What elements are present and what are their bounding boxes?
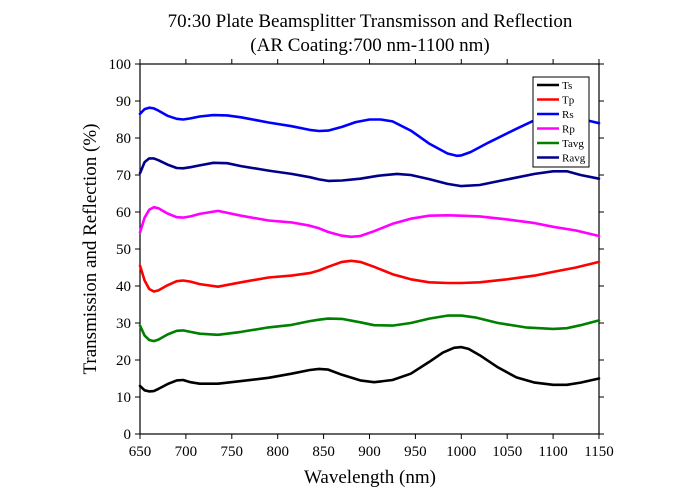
series-line-tavg [138, 314, 601, 343]
y-tick-label: 10 [116, 390, 131, 406]
x-tick-label: 1000 [446, 444, 476, 460]
series-line-ts [138, 345, 601, 393]
x-axis-label: Wavelength (nm) [304, 467, 436, 488]
legend-label: Tavg [562, 138, 584, 150]
legend-label: Ravg [562, 153, 586, 165]
series-line-rp [138, 205, 601, 239]
y-tick-label: 60 [116, 205, 131, 221]
x-tick-label: 750 [221, 444, 244, 460]
series-line-ravg [138, 157, 601, 188]
chart-subtitle: (AR Coating:700 nm-1100 nm) [250, 35, 489, 56]
x-tick-label: 950 [404, 444, 427, 460]
legend-label: Tp [562, 95, 575, 107]
axis-ticks: 650 700 750 800 850 900 950 1000 1050 1100 1150010… [109, 57, 614, 460]
series-line-tp [138, 259, 601, 293]
y-tick-label: 30 [116, 316, 131, 332]
y-axis-label: Transmission and Reflection (%) [80, 123, 101, 374]
x-tick-label: 1050 [492, 444, 522, 460]
legend: Ts Tp Rs Rp Tavg Ravg [532, 76, 590, 168]
y-tick-label: 70 [116, 168, 131, 184]
x-tick-label: 800 [266, 444, 289, 460]
x-tick-label: 700 [175, 444, 198, 460]
series-group [138, 106, 601, 393]
y-tick-label: 50 [116, 242, 131, 258]
legend-label: Ts [562, 80, 572, 92]
y-tick-label: 20 [116, 353, 131, 369]
x-tick-label: 900 [358, 444, 381, 460]
x-tick-label: 1150 [584, 444, 613, 460]
x-tick-label: 650 [129, 444, 152, 460]
x-tick-label: 1100 [538, 444, 567, 460]
y-tick-label: 40 [116, 279, 131, 295]
x-tick-label: 850 [312, 444, 335, 460]
series-line-rs [138, 106, 601, 158]
legend-label: Rp [562, 124, 575, 136]
y-tick-label: 100 [109, 57, 132, 73]
legend-label: Rs [562, 109, 574, 121]
y-tick-label: 80 [116, 131, 131, 147]
y-tick-label: 90 [116, 94, 131, 110]
y-tick-label: 0 [124, 427, 132, 443]
chart-title: 70:30 Plate Beamsplitter Transmisson and… [168, 11, 573, 32]
legend-box [532, 76, 590, 168]
